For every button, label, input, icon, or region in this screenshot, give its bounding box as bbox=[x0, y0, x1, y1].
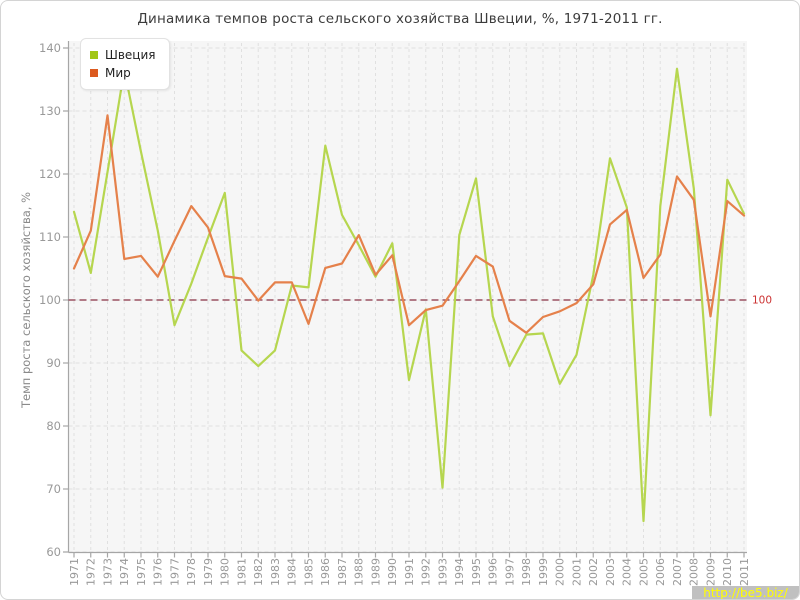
x-tick-label: 1988 bbox=[353, 558, 366, 586]
x-tick-label: 2006 bbox=[654, 558, 667, 586]
x-tick-label: 1997 bbox=[503, 558, 516, 586]
x-tick-label: 1985 bbox=[302, 558, 315, 586]
x-tick-label: 2010 bbox=[721, 558, 734, 586]
x-tick-label: 2001 bbox=[570, 558, 583, 586]
x-tick-label: 2005 bbox=[637, 558, 650, 586]
x-tick-label: 1983 bbox=[269, 558, 282, 586]
y-tick-label: 90 bbox=[46, 356, 61, 370]
x-tick-label: 1979 bbox=[202, 558, 215, 586]
legend-label-world: Мир bbox=[105, 66, 131, 80]
x-tick-label: 1975 bbox=[135, 558, 148, 586]
y-tick-label: 60 bbox=[46, 545, 61, 559]
x-tick-label: 1991 bbox=[403, 558, 416, 586]
x-tick-label: 1982 bbox=[252, 558, 265, 586]
reference-line-label: 100 bbox=[752, 295, 772, 307]
x-tick-label: 1999 bbox=[537, 558, 550, 586]
x-tick-label: 1990 bbox=[386, 558, 399, 586]
y-tick-label: 80 bbox=[46, 419, 61, 433]
x-tick-label: 1971 bbox=[68, 558, 81, 586]
x-tick-label: 2008 bbox=[688, 558, 701, 586]
x-tick-label: 1974 bbox=[118, 558, 131, 586]
plot-background bbox=[68, 41, 747, 553]
x-tick-label: 1987 bbox=[336, 558, 349, 586]
y-tick-label: 100 bbox=[39, 293, 61, 307]
world-series-line bbox=[72, 114, 746, 334]
x-tick-label: 1992 bbox=[420, 558, 433, 586]
legend-label-sweden: Швеция bbox=[105, 48, 156, 62]
x-tick-label: 2004 bbox=[621, 558, 634, 586]
x-tick-label: 1986 bbox=[319, 558, 332, 586]
x-tick-label: 1980 bbox=[219, 558, 232, 586]
x-tick-label: 1973 bbox=[101, 558, 114, 586]
legend-item-sweden: Швеция bbox=[90, 46, 155, 64]
x-tick-label: 1998 bbox=[520, 558, 533, 586]
x-tick-label: 1976 bbox=[152, 558, 165, 586]
y-tick-label: 70 bbox=[46, 482, 61, 496]
legend: Швеция Мир bbox=[80, 38, 171, 90]
chart-title: Динамика темпов роста сельского хозяйств… bbox=[137, 11, 663, 27]
x-tick-label: 1981 bbox=[235, 558, 248, 586]
x-tick-label: 2011 bbox=[738, 558, 751, 586]
x-tick-label: 1978 bbox=[185, 558, 198, 586]
x-tick-label: 2007 bbox=[671, 558, 684, 586]
x-tick-label: 1996 bbox=[487, 558, 500, 586]
y-tick-label: 130 bbox=[39, 104, 61, 118]
x-tick-label: 1984 bbox=[286, 558, 299, 586]
sweden-series-swatch-icon bbox=[90, 51, 98, 59]
x-tick-label: 1989 bbox=[369, 558, 382, 586]
x-tick-label: 1994 bbox=[453, 558, 466, 586]
y-tick-label: 120 bbox=[39, 167, 61, 181]
x-tick-label: 2009 bbox=[704, 558, 717, 586]
x-tick-label: 2002 bbox=[587, 558, 600, 586]
sweden-series-line bbox=[72, 67, 746, 523]
y-axis-title: Темп роста сельского хозяйства, % bbox=[19, 192, 33, 409]
x-tick-label: 2003 bbox=[604, 558, 617, 586]
x-tick-label: 1995 bbox=[470, 558, 483, 586]
legend-item-world: Мир bbox=[90, 64, 155, 82]
world-series-swatch-icon bbox=[90, 69, 98, 77]
x-tick-label: 2000 bbox=[554, 558, 567, 586]
x-tick-label: 1977 bbox=[168, 558, 181, 586]
x-tick-label: 1972 bbox=[85, 558, 98, 586]
x-tick-label: 1993 bbox=[436, 558, 449, 586]
y-tick-label: 110 bbox=[39, 230, 61, 244]
y-tick-label: 140 bbox=[39, 41, 61, 55]
watermark-link[interactable]: http://be5.biz/ bbox=[692, 586, 799, 599]
